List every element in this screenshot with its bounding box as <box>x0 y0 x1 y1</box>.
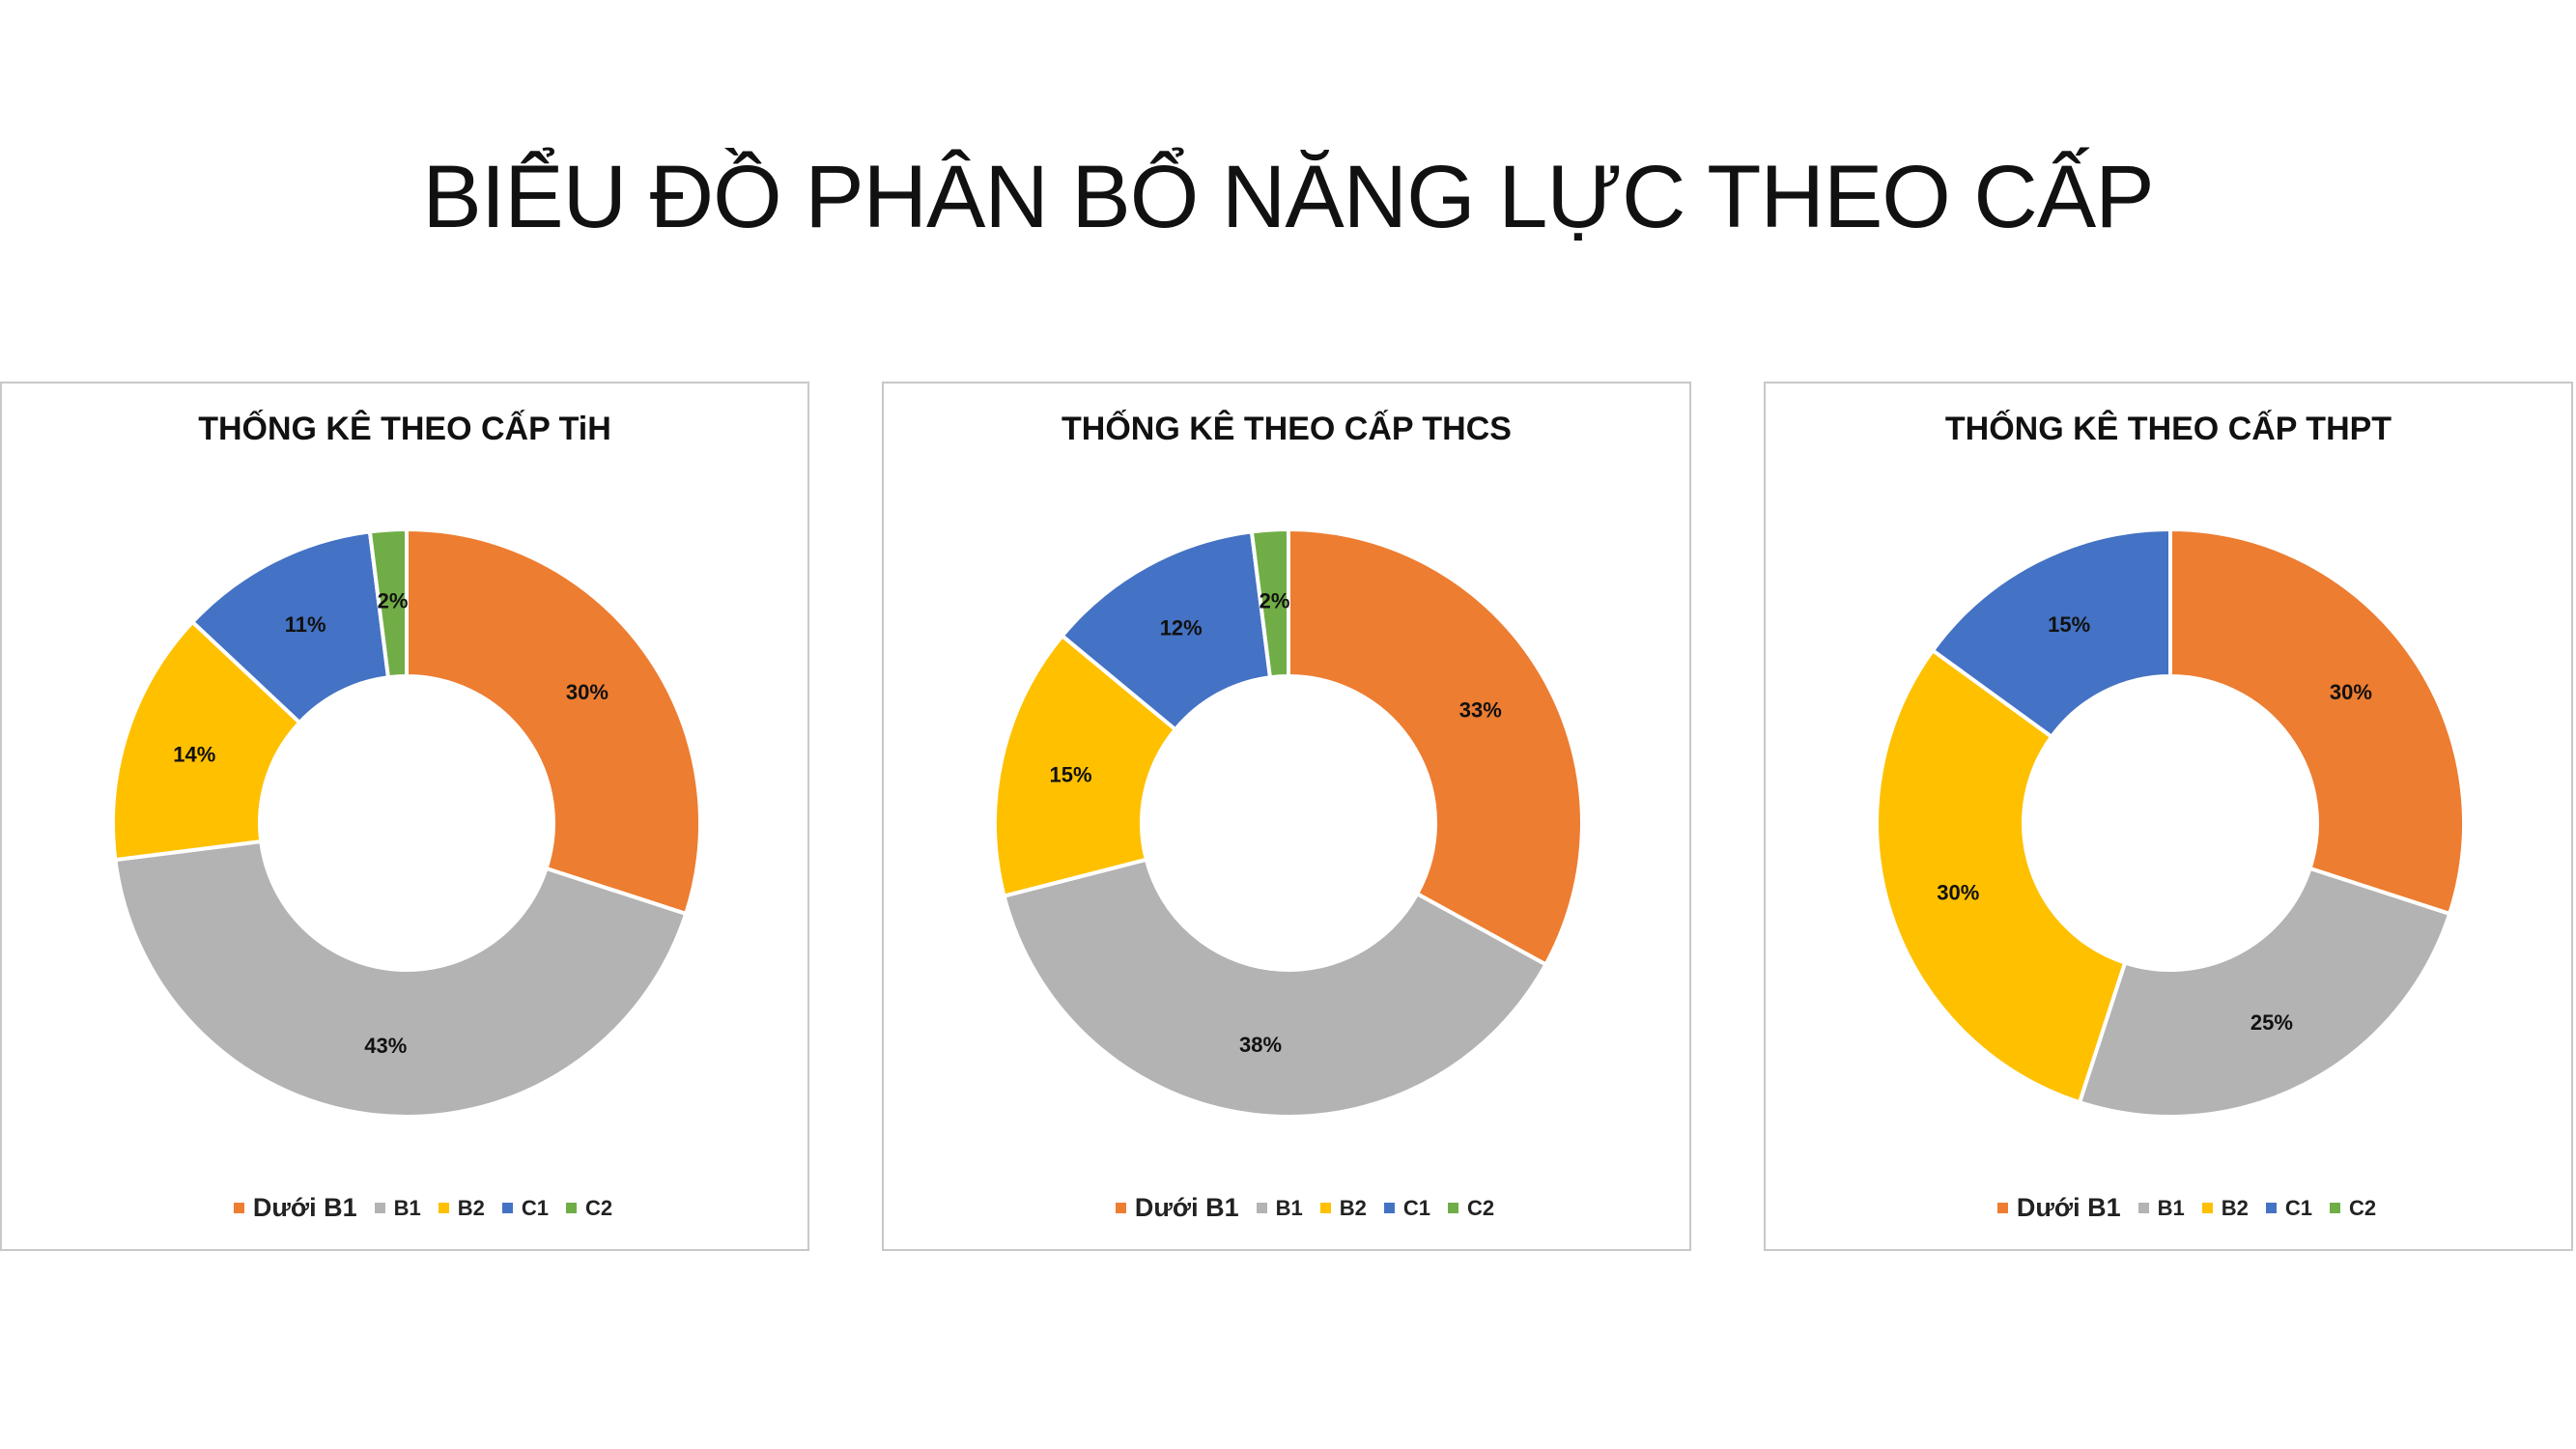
legend-label: Dưới B1 <box>252 1193 357 1222</box>
legend-label: B2 <box>457 1195 485 1220</box>
legend-swatch <box>2201 1203 2213 1213</box>
data-label-c2: 2% <box>1260 588 1290 612</box>
chart-legend: Dưới B1 B1 B2 C1 C2 <box>1766 1193 2571 1223</box>
data-label-b1: 38% <box>1239 1033 1282 1057</box>
legend-swatch <box>197 1203 208 1213</box>
legend-swatch <box>438 1203 449 1213</box>
chart-panel-tih: THỐNG KÊ THEO CẤP TiH 0%30%43%14%11%2% D… <box>0 382 809 1251</box>
chart-legend: Dưới B1 B1 B2 C1 C2 <box>2 1193 807 1223</box>
legend-entry-b2: B2 <box>438 1195 485 1221</box>
slice-duoi-b1 <box>1287 526 1584 968</box>
donut-chart: 0%30%43%14%11%2% <box>111 526 702 1119</box>
legend-label: Dưới B1 <box>1134 1193 1239 1222</box>
legend-label: B1 <box>2157 1195 2185 1220</box>
data-label-c1: 12% <box>1160 616 1203 640</box>
slice-b1 <box>2077 866 2452 1119</box>
legend-label: C1 <box>521 1195 549 1220</box>
legend-swatch <box>2265 1203 2277 1213</box>
legend-entry-b2: B2 <box>2201 1195 2249 1221</box>
data-label-duoi-b1: 30% <box>2330 680 2372 704</box>
data-label-duoi-b1: 30% <box>566 680 609 704</box>
legend-entry-c2: C2 <box>1448 1196 1494 1221</box>
data-label-b2: 14% <box>173 743 215 767</box>
legend-entry-b2: B2 <box>1319 1195 1367 1221</box>
data-label-b2: 15% <box>1050 763 1092 787</box>
legend-label: B1 <box>1275 1195 1303 1220</box>
legend-entry-c1: C1 <box>1383 1195 1430 1221</box>
chart-legend: Dưới B1 B1 B2 C1 C2 <box>884 1193 1689 1223</box>
data-label-b1: 25% <box>2250 1010 2293 1035</box>
data-label-c1: 11% <box>285 612 326 637</box>
legend-label: C2 <box>2349 1195 2377 1220</box>
legend-entry-blank <box>1079 1203 1098 1213</box>
legend-label: C1 <box>1402 1195 1430 1220</box>
legend-swatch <box>1319 1203 1331 1213</box>
data-label-b2: 30% <box>1937 880 1979 904</box>
slice-b2 <box>993 633 1178 899</box>
legend-entry-c2: C2 <box>566 1196 612 1221</box>
slice-c2 <box>1249 526 1290 680</box>
legend-swatch <box>2137 1203 2149 1213</box>
legend-swatch <box>1256 1203 1267 1213</box>
legend-entry-duoi-b1: Dưới B1 <box>1115 1193 1239 1223</box>
legend-entry-b1: B1 <box>2137 1195 2185 1221</box>
legend-entry-blank <box>1961 1203 1980 1213</box>
legend-swatch <box>1383 1203 1395 1213</box>
slice-b2 <box>111 619 303 863</box>
legend-swatch <box>233 1203 244 1213</box>
legend-label: C2 <box>1467 1195 1495 1220</box>
slice-b2 <box>1875 647 2128 1105</box>
data-label-c2: 2% <box>378 588 409 612</box>
data-label-duoi-b1: 33% <box>1459 697 1502 722</box>
slice-b1 <box>1002 857 1549 1119</box>
data-label-c1: 15% <box>2048 612 2090 637</box>
chart-title: THỐNG KÊ THEO CẤP TiH <box>198 411 611 447</box>
slice-c2 <box>367 526 409 680</box>
legend-label: B2 <box>2221 1195 2249 1220</box>
chart-panel-thcs: THỐNG KÊ THEO CẤP THCS 0%33%38%15%12%2% … <box>882 382 1691 1251</box>
legend-swatch <box>1448 1203 1458 1213</box>
legend-entry-c1: C1 <box>501 1195 549 1221</box>
legend-entry-b1: B1 <box>374 1195 421 1221</box>
legend-label: C1 <box>2284 1195 2312 1220</box>
legend-entry-blank <box>197 1203 216 1213</box>
legend-label: Dưới B1 <box>2016 1193 2121 1222</box>
data-label-b1: 43% <box>364 1034 407 1058</box>
legend-swatch <box>2330 1203 2340 1213</box>
slice-duoi-b1 <box>405 526 702 917</box>
legend-swatch <box>501 1203 513 1213</box>
legend-swatch <box>1079 1203 1090 1213</box>
chart-title: THỐNG KÊ THEO CẤP THPT <box>1944 411 2392 447</box>
donut-chart: 0%33%38%15%12%2% <box>993 526 1584 1119</box>
legend-swatch <box>1996 1203 2008 1213</box>
chart-title: THỐNG KÊ THEO CẤP THCS <box>1062 411 1512 447</box>
chart-panel-thpt: THỐNG KÊ THEO CẤP THPT 0%30%25%30%15% Dư… <box>1764 382 2573 1251</box>
legend-swatch <box>374 1203 385 1213</box>
legend-entry-c2: C2 <box>2330 1196 2376 1221</box>
legend-entry-b1: B1 <box>1256 1195 1303 1221</box>
legend-entry-c1: C1 <box>2265 1195 2312 1221</box>
slice-c1 <box>1930 526 2172 740</box>
legend-swatch <box>566 1203 577 1213</box>
donut-chart: 0%30%25%30%15% <box>1875 526 2466 1119</box>
slide-title: BIỂU ĐỒ PHÂN BỔ NĂNG LỰC THEO CẤP <box>422 148 2154 246</box>
legend-entry-duoi-b1: Dưới B1 <box>233 1193 357 1223</box>
legend-swatch <box>1961 1203 1971 1213</box>
slice-duoi-b1 <box>2168 526 2466 917</box>
legend-entry-duoi-b1: Dưới B1 <box>1996 1193 2121 1223</box>
legend-label: C2 <box>585 1195 613 1220</box>
legend-label: B1 <box>393 1195 421 1220</box>
legend-swatch <box>1115 1203 1126 1213</box>
slice-b1 <box>113 838 689 1119</box>
legend-label: B2 <box>1339 1195 1367 1220</box>
